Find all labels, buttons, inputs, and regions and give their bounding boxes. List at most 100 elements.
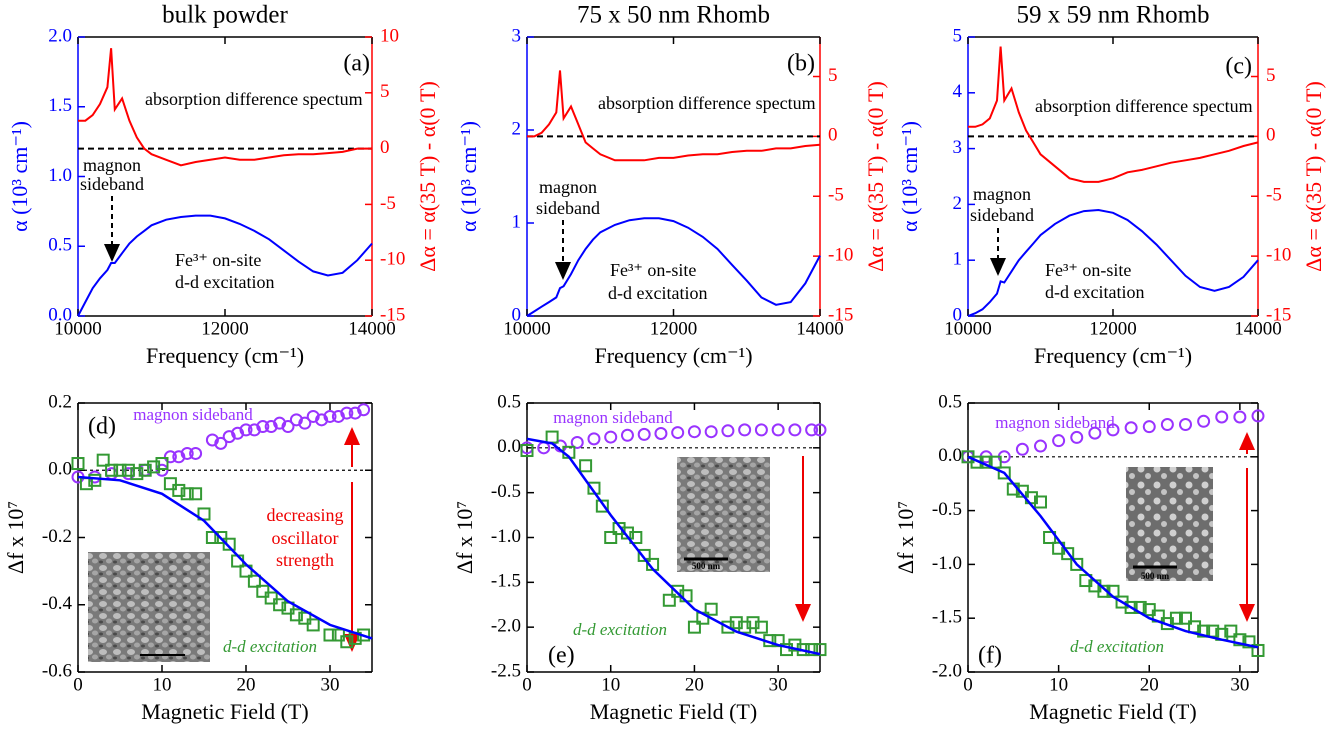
data-point — [604, 531, 618, 544]
y-tick-label: 0 — [953, 304, 963, 325]
panel-title: bulk powder — [162, 2, 288, 29]
data-point — [71, 457, 85, 471]
data-point — [1179, 611, 1192, 625]
y2-axis-label: Δα = α(35 T) - α(0 T) — [863, 81, 888, 272]
data-point — [281, 420, 295, 434]
y2-tick-label: -15 — [828, 304, 853, 325]
data-point — [180, 487, 194, 501]
x-tick-label: 0 — [963, 674, 973, 695]
y2-axis-label: Δα = α(35 T) - α(0 T) — [1301, 81, 1326, 272]
data-point — [172, 483, 186, 497]
y-tick-label: 2.0 — [48, 25, 72, 46]
data-point — [306, 618, 320, 632]
scale-bar-label: 500 nm — [1141, 571, 1170, 581]
data-point — [273, 416, 287, 430]
data-point — [687, 620, 701, 634]
data-point — [570, 435, 584, 449]
data-point — [214, 436, 228, 450]
data-point — [687, 425, 701, 439]
annotation: sideband — [970, 205, 1034, 225]
y-tick-label: 0.5 — [497, 391, 521, 412]
data-point — [620, 428, 634, 442]
data-point — [1034, 495, 1047, 509]
scale-bar-label: 500 nm — [692, 561, 721, 571]
y2-tick-label: -5 — [828, 185, 844, 206]
data-point — [629, 531, 643, 544]
data-point — [1088, 426, 1102, 440]
x-tick-label: 30 — [769, 674, 788, 695]
x-tick-label: 14000 — [348, 318, 396, 339]
data-line — [77, 214, 373, 317]
y-tick-label: 0.2 — [48, 391, 72, 412]
data-point — [1215, 410, 1229, 424]
panel-label: (c) — [1225, 54, 1252, 80]
data-point — [96, 453, 110, 467]
fit-line — [77, 475, 373, 640]
data-point — [604, 430, 618, 444]
data-point — [813, 643, 827, 657]
data-point — [298, 611, 312, 625]
data-point — [1106, 423, 1120, 437]
y2-tick-label: 5 — [828, 65, 838, 86]
series-label: magnon sideband — [995, 413, 1115, 432]
data-point — [222, 430, 236, 444]
data-point — [788, 638, 802, 652]
data-point — [247, 574, 261, 588]
data-point — [323, 628, 337, 642]
data-point — [637, 427, 651, 441]
data-point — [1197, 414, 1211, 428]
data-point — [746, 616, 760, 630]
annotation: d-d excitation — [1045, 282, 1144, 302]
data-point — [1034, 439, 1047, 453]
y-tick-label: -0.5 — [932, 499, 962, 520]
data-point — [654, 426, 668, 440]
x-tick-label: 20 — [685, 674, 704, 695]
y2-tick-label: 5 — [380, 81, 390, 102]
y-tick-label: -0.2 — [42, 526, 72, 547]
x-tick-label: 0 — [73, 674, 83, 695]
x-tick-label: 10000 — [944, 318, 992, 339]
data-point — [729, 616, 743, 630]
data-point — [323, 409, 337, 423]
data-point — [1160, 418, 1174, 432]
annotation: Fe³⁺ on-site — [175, 250, 261, 270]
panel-label: (e) — [548, 643, 575, 669]
y-tick-label: 0.0 — [48, 304, 72, 325]
y-axis-label: α (10³ cm⁻¹) — [456, 121, 481, 232]
x-tick-label: 10000 — [503, 318, 551, 339]
y2-tick-label: -15 — [1266, 304, 1291, 325]
data-point — [1251, 643, 1265, 657]
data-point — [595, 499, 609, 513]
data-point — [805, 643, 819, 657]
data-point — [264, 591, 278, 605]
annotation: absorption difference spectum — [1035, 96, 1253, 116]
data-point — [214, 531, 228, 544]
data-point — [88, 473, 102, 487]
fit-line — [967, 455, 1259, 649]
x-axis-label: Frequency (cm⁻¹) — [146, 343, 304, 368]
annotation: magnon — [973, 184, 1031, 204]
data-point — [340, 406, 354, 420]
data-point — [222, 537, 236, 551]
panel-title: 75 x 50 nm Rhomb — [577, 2, 770, 29]
y-tick-label: 1 — [953, 249, 963, 270]
x-tick-label: 12000 — [201, 318, 249, 339]
data-point — [1142, 420, 1156, 434]
x-axis-label: Magnetic Field (T) — [141, 699, 308, 724]
data-point — [1224, 624, 1238, 638]
x-tick-label: 12000 — [1089, 318, 1137, 339]
y-tick-label: -1.5 — [491, 571, 521, 592]
data-point — [738, 423, 752, 437]
data-point — [1052, 434, 1066, 448]
series-label: d-d excitation — [223, 637, 317, 656]
data-point — [1070, 430, 1084, 444]
series-label: d-d excitation — [573, 620, 667, 639]
series-label: magnon sideband — [553, 408, 673, 427]
data-point — [520, 444, 534, 458]
y-axis-label: α (10³ cm⁻¹) — [897, 121, 922, 232]
x-tick-label: 30 — [1230, 674, 1249, 695]
annotation: absorption difference spectum — [145, 89, 363, 109]
y2-tick-label: 0 — [380, 137, 390, 158]
data-point — [637, 548, 651, 562]
